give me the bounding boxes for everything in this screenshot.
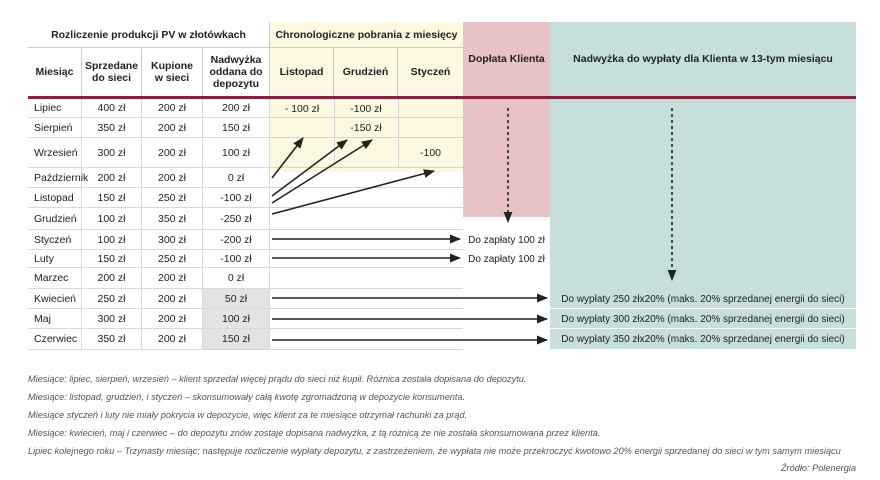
cell-month: Marzec [28,268,82,289]
cell-month: Listopad [28,188,82,208]
cell-sold: 350 zł [82,118,142,138]
cell-bought: 250 zł [142,250,203,268]
note-2: Miesiące: listopad, grudzień, i styczeń … [28,392,466,402]
header-styczen: Styczeń [410,66,451,78]
cell-sold: 150 zł [82,188,142,208]
row-gridline [270,117,463,118]
cell-month: Kwiecień [28,289,82,309]
cell-month: Styczeń [28,230,82,250]
payout-kwiecien: Do wypłaty 250 złx20% (maks. 20% sprzeda… [561,293,845,305]
cell-bought: 200 zł [142,118,203,138]
cell-sold: 150 zł [82,250,142,268]
header-separator [28,96,856,99]
header-kupione: Kupione w sieci [142,48,203,96]
cell-month: Maj [28,309,82,329]
col-gridline [334,99,335,168]
cell-surplus: 0 zł [203,168,270,188]
withdrawal-lipiec-grudzien: -100 zł [350,102,382,115]
note-4: Miesiące: kwiecień, maj i czerwiec – do … [28,428,601,438]
cell-bought: 250 zł [142,188,203,208]
header-sprzedane: Sprzedane do sieci [82,48,142,96]
doplata-styczen: Do zapłaty 100 zł [468,234,545,246]
cell-bought: 300 zł [142,230,203,250]
cell-surplus: -200 zł [203,230,270,250]
cell-surplus: -100 zł [203,188,270,208]
row-gridline [270,249,463,250]
payout-maj: Do wypłaty 300 złx20% (maks. 20% sprzeda… [561,313,845,325]
nadwyzka-bg [550,22,856,350]
cell-bought: 200 zł [142,168,203,188]
cell-sold: 400 zł [82,99,142,118]
cell-sold: 100 zł [82,230,142,250]
payout-gridline [550,328,856,329]
cell-month: Czerwiec [28,329,82,350]
cell-sold: 300 zł [82,309,142,329]
cell-sold: 300 zł [82,138,142,168]
row-gridline [270,349,463,350]
cell-sold: 200 zł [82,168,142,188]
header-nadwyzka-13: Nadwyżka do wypłaty dla Klienta w 13-tym… [573,53,833,65]
header-group-pv: Rozliczenie produkcji PV w złotówkach [28,22,270,48]
cell-surplus: 150 zł [203,118,270,138]
row-gridline [270,207,463,208]
row-gridline [270,328,463,329]
payout-gridline [550,308,856,309]
header-nadwyzka-depozyt: Nadwyżka oddana do depozytu [203,48,270,96]
cell-surplus: 100 zł [203,138,270,168]
cell-month: Grudzień [28,208,82,230]
cell-bought: 200 zł [142,138,203,168]
arrow-listopad-lipiec [271,137,304,179]
row-gridline [270,137,463,138]
row-gridline [270,267,463,268]
cell-surplus: 150 zł [203,329,270,350]
note-3: Miesiące styczeń i luty nie miały pokryc… [28,410,468,420]
note-5: Lipiec kolejnego roku – Trzynasty miesią… [28,446,841,456]
cell-bought: 200 zł [142,268,203,289]
row-gridline [270,167,463,168]
cell-surplus: 50 zł [203,289,270,309]
cell-month: Sierpień [28,118,82,138]
row-gridline [270,229,463,230]
cell-sold: 100 zł [82,208,142,230]
row-gridline [270,187,463,188]
arrow-grudzien-lipiec [271,139,348,197]
header-miesiac: Miesiąc [28,48,82,96]
cell-month: Październik [28,168,88,188]
cell-month: Wrzesień [28,138,82,168]
cell-surplus: -250 zł [203,208,270,230]
row-gridline [270,288,463,289]
note-1: Miesiące: lipiec, sierpień, wrzesień – k… [28,374,527,384]
cell-bought: 350 zł [142,208,203,230]
row-gridline [270,308,463,309]
cell-sold: 350 zł [82,329,142,350]
cell-sold: 200 zł [82,268,142,289]
cell-bought: 200 zł [142,309,203,329]
withdrawal-sierpien-grudzien: -150 zł [350,122,382,134]
cell-surplus: 200 zł [203,99,270,118]
arrow-styczen-wrzesien [271,169,436,215]
cell-surplus: 100 zł [203,309,270,329]
arrow-grudzien-sierpien [271,139,373,204]
withdrawal-wrzesien-styczen: -100 [419,147,441,159]
cell-bought: 200 zł [142,329,203,350]
cell-surplus: -100 zł [203,250,270,268]
cell-bought: 200 zł [142,99,203,118]
col-gridline [398,99,399,168]
cell-surplus: 0 zł [203,268,270,289]
payout-czerwiec: Do wypłaty 350 złx20% (maks. 20% sprzeda… [561,334,845,345]
header-group-chronological: Chronologiczne pobrania z miesięcy [270,22,463,48]
doplata-bg [463,22,550,217]
payout-gridline [550,349,856,350]
cell-bought: 200 zł [142,289,203,309]
header-doplata: Dopłata Klienta [468,53,545,65]
source-label: Źródło: Polenergia [780,463,856,473]
withdrawal-lipiec-listopad: - 100 zł [284,102,320,115]
doplata-luty: Do zapłaty 100 zł [468,253,545,265]
cell-month: Luty [28,250,82,268]
header-listopad: Listopad [270,48,334,96]
header-grudzien: Grudzień [334,48,398,96]
cell-sold: 250 zł [82,289,142,309]
cell-month: Lipiec [28,99,82,118]
